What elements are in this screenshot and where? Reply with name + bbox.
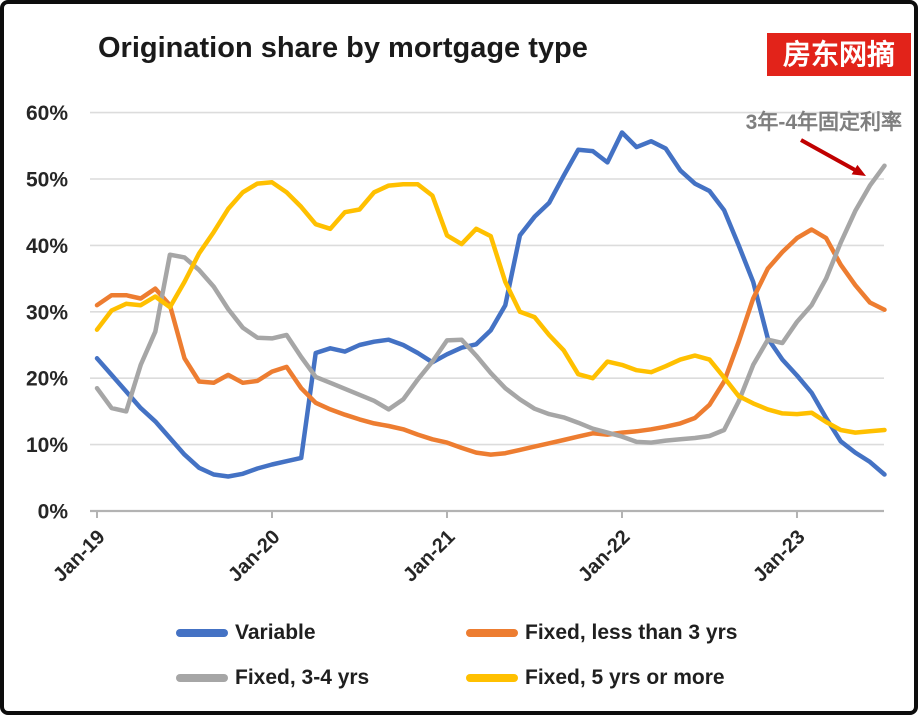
legend: Variable Fixed, less than 3 yrs Fixed, 3… [176, 610, 806, 700]
legend-item-fixed-5plus: Fixed, 5 yrs or more [466, 666, 806, 690]
legend-swatch-variable [176, 628, 228, 637]
y-tick-label: 30% [26, 301, 68, 324]
legend-swatch-fixed-lt3 [466, 628, 518, 637]
legend-label-fixed-5plus: Fixed, 5 yrs or more [525, 665, 725, 689]
legend-swatch-fixed-3-4 [176, 673, 228, 682]
legend-label-variable: Variable [235, 620, 316, 644]
legend-label-fixed-3-4: Fixed, 3-4 yrs [235, 665, 370, 689]
y-tick-label: 0% [38, 501, 69, 524]
annotation-label: 3年-4年固定利率 [745, 111, 902, 134]
legend-label-fixed-lt3: Fixed, less than 3 yrs [525, 620, 738, 644]
legend-item-variable: Variable [176, 621, 466, 645]
legend-item-fixed-lt3: Fixed, less than 3 yrs [466, 621, 806, 645]
legend-item-fixed-3-4: Fixed, 3-4 yrs [176, 666, 466, 690]
line-chart: 0% 10% 20% 30% 40% 50% 60% Jan-19 Jan-20 Jan-21 Ja… [26, 102, 887, 586]
watermark-badge: 房东网摘 [767, 33, 911, 76]
x-tick-label: Jan-23 [749, 526, 809, 586]
y-tick-label: 10% [26, 434, 68, 457]
series-line-variable [94, 130, 887, 479]
x-tick-label: Jan-21 [399, 526, 459, 586]
x-tick-label: Jan-20 [224, 526, 284, 586]
y-tick-label: 20% [26, 368, 68, 391]
legend-swatch-fixed-5plus [466, 673, 518, 682]
annotation-arrow-shaft [800, 138, 856, 172]
chart-title: Origination share by mortgage type [98, 32, 588, 64]
series-line-fixed-5-yrs-or-more [94, 180, 887, 435]
y-tick-label: 50% [26, 169, 68, 192]
series-line-fixed-3-4-yrs [94, 163, 887, 445]
annotation-arrow-head [851, 164, 866, 176]
x-tick-label: Jan-22 [574, 526, 634, 586]
y-tick-label: 40% [26, 235, 68, 258]
series-line-fixed-less-than-3-yrs [94, 227, 887, 457]
x-tick-label: Jan-19 [49, 526, 109, 586]
y-tick-label: 60% [26, 102, 68, 125]
